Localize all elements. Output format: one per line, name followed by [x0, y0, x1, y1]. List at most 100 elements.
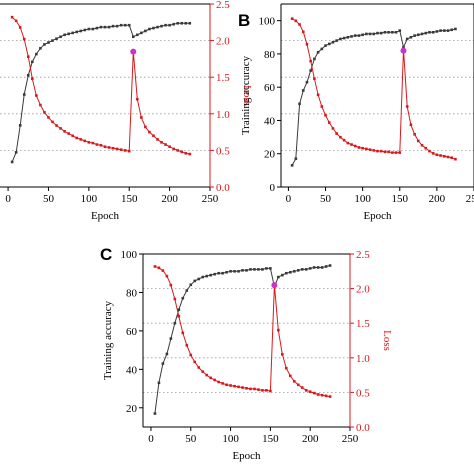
accuracy-point — [160, 24, 163, 28]
accuracy-point — [269, 267, 272, 270]
loss-point — [217, 380, 220, 384]
x-tick-label: 250 — [342, 433, 359, 445]
loss-point — [140, 116, 143, 119]
loss-point — [111, 146, 115, 150]
loss-point — [265, 389, 268, 392]
loss-point — [383, 150, 387, 154]
loss-point — [189, 353, 193, 357]
loss-point — [172, 147, 175, 151]
loss-point — [173, 297, 177, 301]
accuracy-point — [296, 269, 300, 272]
accuracy-point — [320, 266, 324, 269]
accuracy-point — [79, 29, 83, 33]
loss-point — [22, 37, 26, 41]
y-right-tick-label: 0.0 — [216, 182, 230, 194]
loss-point — [420, 143, 424, 147]
accuracy-point — [35, 52, 38, 56]
accuracy-point — [176, 21, 179, 25]
loss-point — [424, 146, 428, 150]
loss-point — [67, 132, 70, 135]
loss-point — [197, 366, 201, 369]
accuracy-point — [43, 43, 46, 46]
accuracy-point — [324, 265, 328, 268]
accuracy-point — [365, 32, 368, 36]
accuracy-point — [409, 35, 413, 39]
accuracy-point — [331, 40, 335, 44]
loss-point — [394, 151, 398, 154]
loss-point — [123, 149, 127, 152]
accuracy-point — [107, 25, 111, 29]
loss-point — [83, 139, 87, 143]
accuracy-point — [148, 27, 151, 31]
y-right-tick-label: 2.0 — [216, 36, 230, 48]
accuracy-point — [197, 277, 201, 281]
loss-point — [324, 394, 328, 398]
loss-point — [233, 384, 236, 388]
y-right-tick-label: 0.5 — [216, 145, 230, 157]
accuracy-point — [115, 24, 119, 28]
accuracy-point — [292, 270, 296, 273]
y-right-axis-label: Loss — [381, 330, 393, 351]
loss-point — [301, 30, 305, 34]
accuracy-point — [301, 89, 305, 92]
loss-point — [160, 141, 163, 144]
loss-point — [157, 266, 161, 270]
accuracy-point — [241, 269, 244, 272]
accuracy-point — [346, 35, 350, 39]
accuracy-point — [193, 279, 197, 283]
loss-point — [221, 382, 224, 385]
loss-point — [99, 143, 103, 147]
loss-point — [428, 149, 431, 153]
loss-point — [119, 148, 123, 151]
loss-point — [35, 94, 38, 97]
accuracy-point — [152, 26, 155, 30]
loss-point — [361, 146, 364, 150]
loss-point — [193, 360, 197, 364]
loss-point — [107, 146, 111, 149]
accuracy-point — [131, 35, 135, 39]
loss-point — [47, 116, 50, 119]
loss-point — [376, 149, 379, 153]
loss-point — [136, 97, 139, 101]
x-tick-label: 0 — [148, 433, 154, 445]
y-left-tick-label: 100 — [259, 16, 276, 28]
accuracy-point — [353, 34, 357, 37]
accuracy-point — [288, 270, 292, 274]
y-right-tick-label: 2.5 — [356, 249, 370, 261]
x-axis-label: Epoch — [91, 210, 120, 222]
loss-point — [368, 148, 372, 151]
accuracy-point — [39, 47, 42, 50]
loss-point — [398, 151, 402, 154]
accuracy-point — [47, 41, 50, 44]
accuracy-point — [361, 33, 364, 37]
accuracy-point — [55, 37, 58, 40]
loss-point — [346, 141, 350, 145]
accuracy-point — [225, 270, 228, 274]
accuracy-point — [157, 381, 161, 385]
loss-point — [417, 139, 420, 143]
accuracy-point — [285, 271, 288, 275]
x-tick-label: 150 — [121, 193, 138, 205]
accuracy-point — [161, 362, 165, 365]
accuracy-point — [237, 270, 240, 273]
y-right-tick-label: 1.5 — [216, 72, 230, 84]
accuracy-point — [439, 29, 442, 32]
loss-point — [184, 152, 188, 155]
accuracy-point — [119, 23, 123, 27]
y-left-tick-label: 40 — [126, 364, 138, 376]
panel-letter: C — [100, 245, 112, 264]
loss-point — [103, 145, 107, 149]
accuracy-point — [75, 30, 79, 34]
loss-point — [331, 127, 335, 130]
loss-point — [269, 389, 272, 393]
loss-point — [261, 389, 264, 392]
accuracy-point — [10, 160, 14, 164]
loss-point — [372, 149, 376, 152]
accuracy-point — [253, 268, 256, 271]
restart-marker — [400, 47, 407, 54]
loss-point — [320, 105, 324, 108]
loss-point — [14, 19, 18, 23]
loss-point — [324, 113, 327, 117]
accuracy-point — [172, 22, 175, 26]
loss-point — [316, 93, 320, 97]
